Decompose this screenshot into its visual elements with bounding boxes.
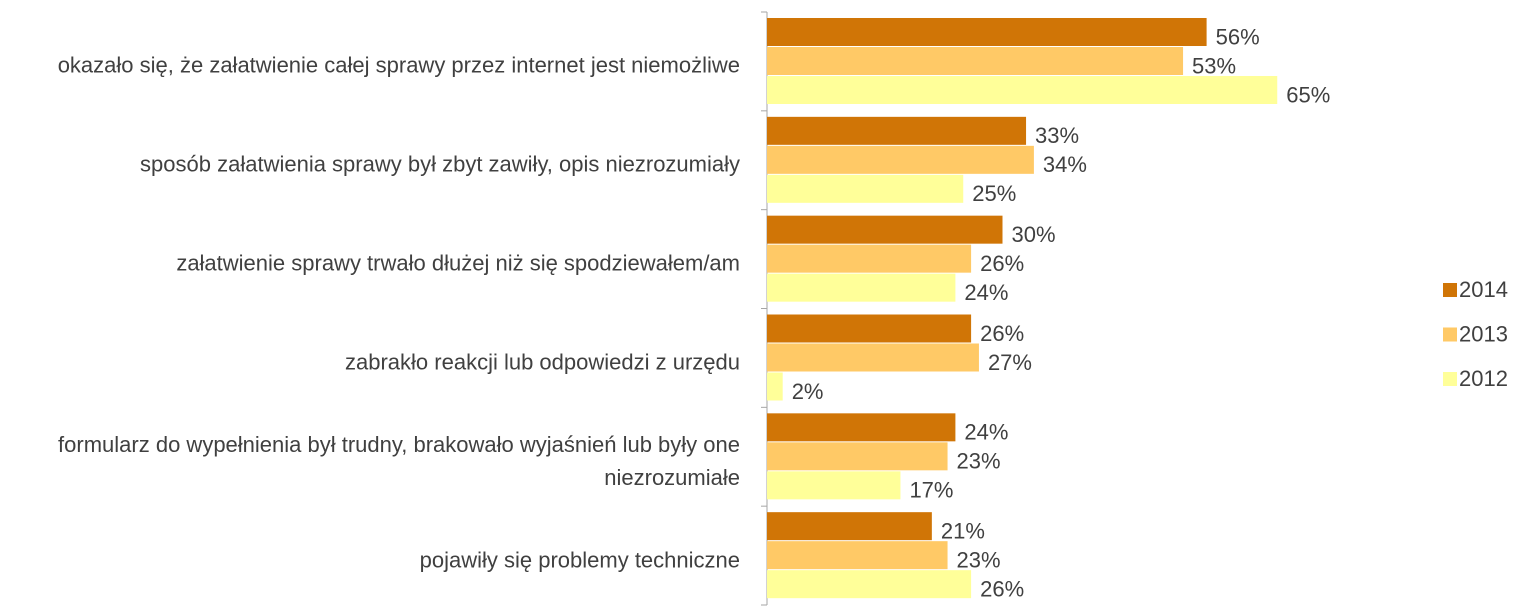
legend-label: 2013 bbox=[1459, 321, 1508, 346]
value-label: 34% bbox=[1043, 152, 1087, 177]
value-label: 23% bbox=[957, 547, 1001, 572]
value-label: 26% bbox=[980, 251, 1024, 276]
value-label: 23% bbox=[957, 449, 1001, 474]
legend-label: 2012 bbox=[1459, 366, 1508, 391]
bar bbox=[767, 570, 972, 599]
bar bbox=[767, 116, 1027, 145]
bar bbox=[767, 343, 979, 372]
bar bbox=[767, 76, 1278, 104]
bar bbox=[767, 314, 972, 343]
value-label: 26% bbox=[980, 576, 1024, 601]
category-label: zabrakło reakcji lub odpowiedzi z urzędu bbox=[345, 349, 740, 375]
category-label: formularz do wypełnienia był trudny, bra… bbox=[58, 431, 740, 490]
bar bbox=[767, 47, 1184, 75]
bar bbox=[767, 244, 972, 273]
value-label: 30% bbox=[1012, 222, 1056, 247]
category-label: pojawiły się problemy techniczne bbox=[419, 547, 740, 573]
bar bbox=[767, 18, 1207, 46]
value-label: 53% bbox=[1192, 53, 1236, 78]
bar bbox=[767, 372, 783, 401]
value-label: 24% bbox=[964, 280, 1008, 305]
value-label: 27% bbox=[988, 350, 1032, 375]
bar bbox=[767, 215, 1003, 244]
value-label: 17% bbox=[909, 478, 953, 503]
legend-label: 2014 bbox=[1459, 277, 1508, 302]
value-label: 24% bbox=[964, 420, 1008, 445]
category-label: załatwienie sprawy trwało dłużej niż się… bbox=[176, 250, 740, 276]
value-label: 21% bbox=[941, 518, 985, 543]
legend-swatch bbox=[1443, 327, 1457, 342]
legend-swatch bbox=[1443, 372, 1457, 386]
value-label: 25% bbox=[972, 181, 1016, 206]
bar bbox=[767, 273, 956, 302]
value-label: 2% bbox=[792, 379, 824, 404]
value-label: 56% bbox=[1216, 24, 1260, 49]
bar bbox=[767, 541, 948, 570]
bar bbox=[767, 145, 1034, 174]
value-label: 33% bbox=[1035, 123, 1079, 148]
bar bbox=[767, 413, 956, 442]
bar bbox=[767, 174, 964, 203]
bar bbox=[767, 442, 948, 471]
bar bbox=[767, 512, 932, 541]
value-label: 26% bbox=[980, 321, 1024, 346]
category-label: sposób załatwienia sprawy był zbyt zawił… bbox=[140, 151, 740, 177]
bar bbox=[767, 471, 901, 500]
legend-swatch bbox=[1443, 283, 1457, 297]
value-label: 65% bbox=[1286, 82, 1330, 107]
category-label: okazało się, że załatwienie całej sprawy… bbox=[57, 52, 740, 78]
